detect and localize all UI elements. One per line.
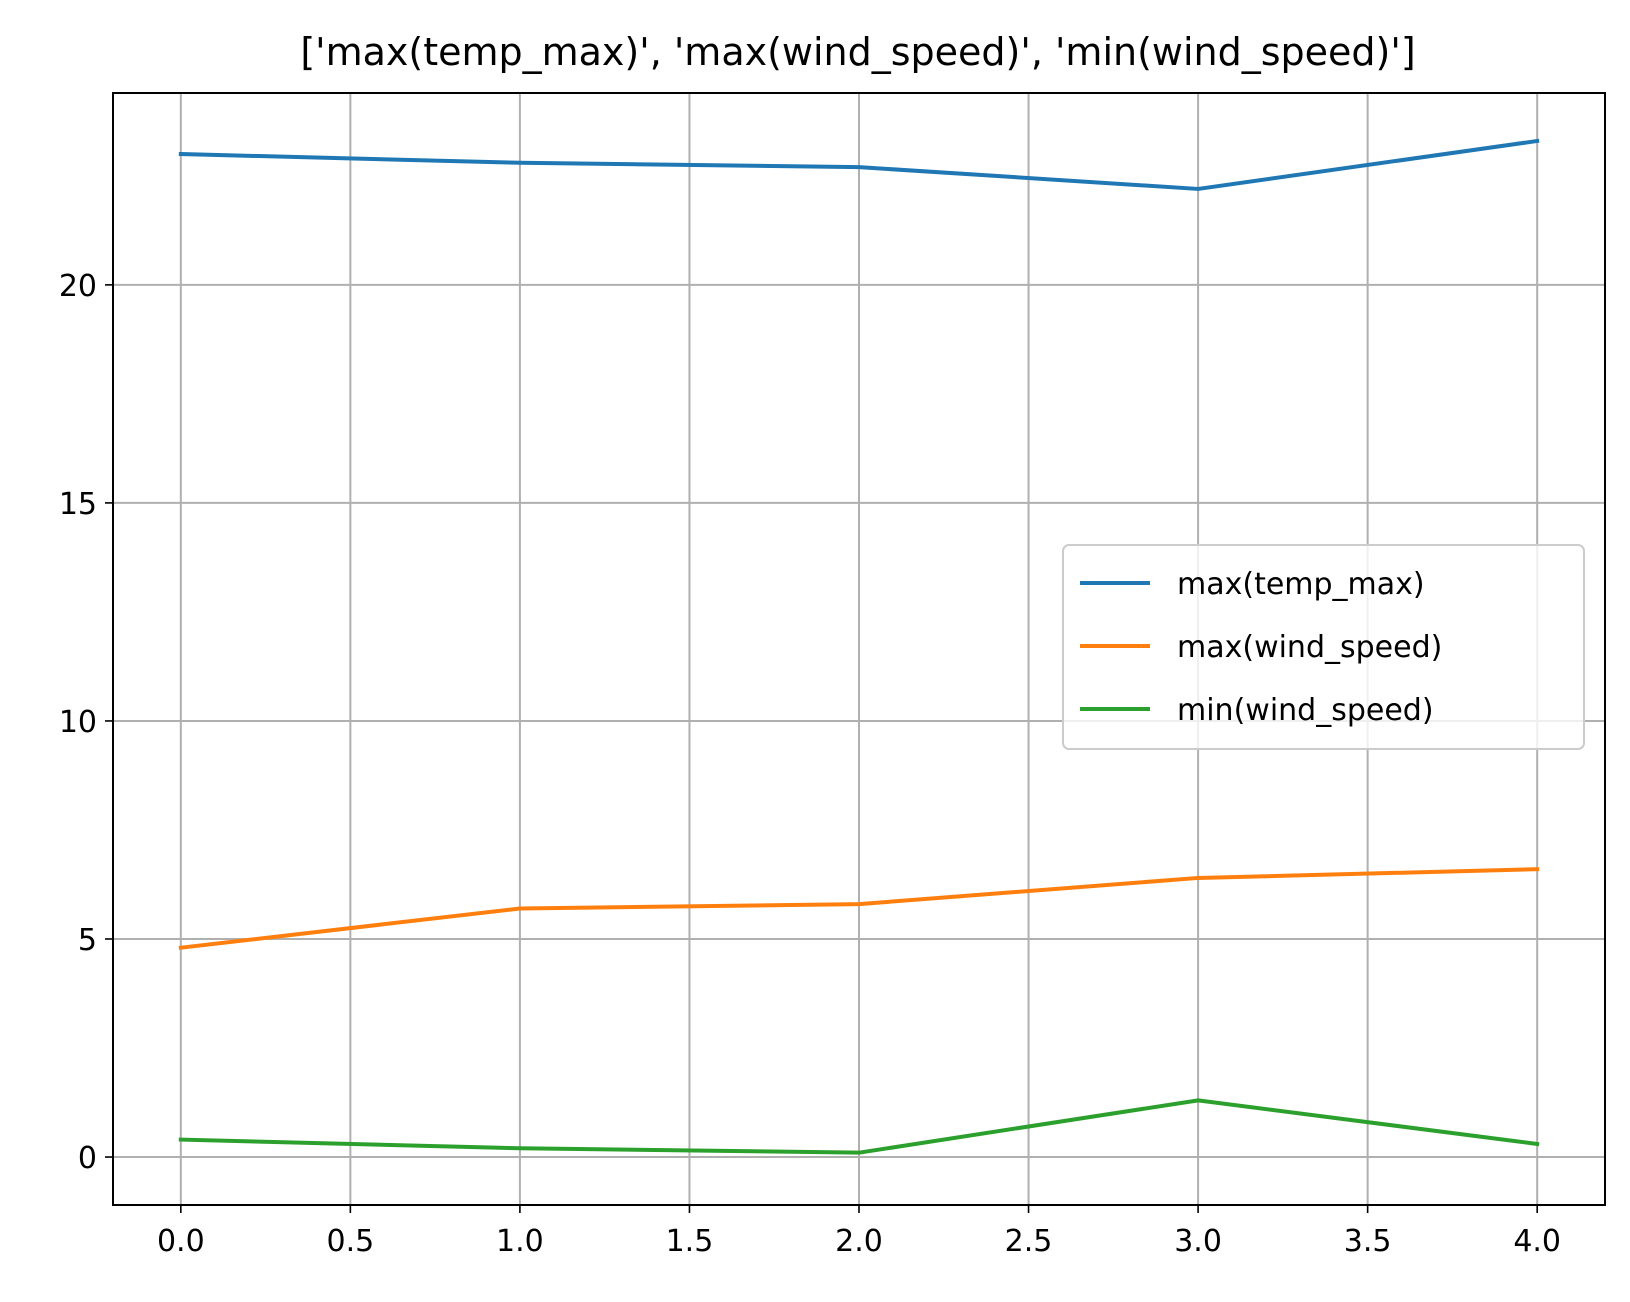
legend: max(temp_max) max(wind_speed) min(wind_spe… <box>1062 544 1585 750</box>
y-tick-label: 15 <box>59 487 97 522</box>
x-tick-label: 3.0 <box>1174 1224 1222 1259</box>
y-tick-label: 0 <box>78 1141 97 1176</box>
legend-label: max(temp_max) <box>1177 567 1425 602</box>
y-tick-label: 5 <box>78 923 97 958</box>
x-tick-label: 4.0 <box>1513 1224 1561 1259</box>
series-line-1 <box>178 867 1540 950</box>
chart-title: ['max(temp_max)', 'max(wind_speed)', 'mi… <box>300 30 1415 74</box>
x-tick-label: 3.5 <box>1344 1224 1392 1259</box>
x-tick-label: 1.5 <box>666 1224 714 1259</box>
grid <box>113 93 1605 1205</box>
x-tick-label: 2.5 <box>1005 1224 1053 1259</box>
series-lines <box>178 138 1540 1155</box>
y-tick-label: 20 <box>59 269 97 304</box>
legend-box <box>1062 544 1585 750</box>
x-axis: 0.0 0.5 1.0 1.5 2.0 2.5 3.0 3.5 4.0 <box>157 1205 1561 1259</box>
series-line-0 <box>178 138 1540 191</box>
legend-label: max(wind_speed) <box>1177 630 1442 665</box>
x-tick-label: 1.0 <box>496 1224 544 1259</box>
x-tick-label: 0.0 <box>157 1224 205 1259</box>
y-tick-label: 10 <box>59 705 97 740</box>
series-line-2 <box>178 1098 1540 1155</box>
x-tick-label: 2.0 <box>835 1224 883 1259</box>
legend-label: min(wind_speed) <box>1177 693 1434 728</box>
y-axis: 0 5 10 15 20 <box>59 269 113 1176</box>
x-tick-label: 0.5 <box>327 1224 375 1259</box>
